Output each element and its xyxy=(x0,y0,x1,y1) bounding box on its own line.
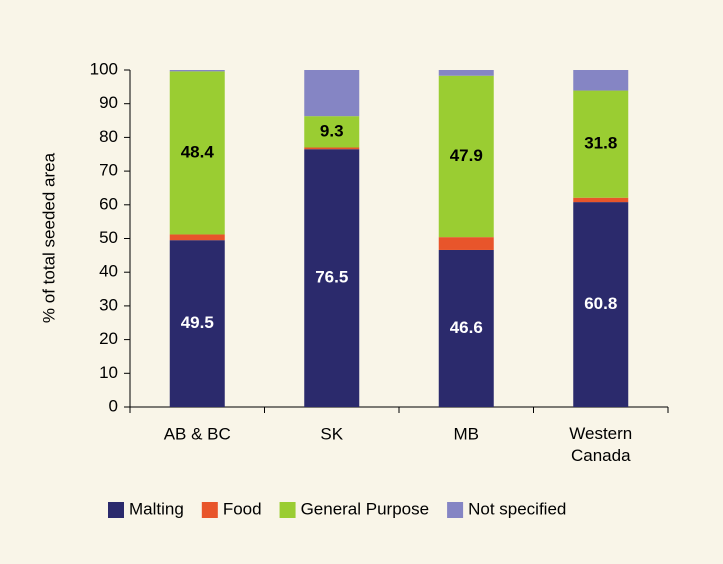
bar-segment xyxy=(304,147,360,150)
legend-swatch xyxy=(279,502,296,518)
y-tick-label: 100 xyxy=(90,59,118,78)
bar-segment xyxy=(438,249,494,407)
y-tick-label: 40 xyxy=(99,262,118,281)
x-tick-label: AB & BC xyxy=(164,424,231,443)
x-tick-label: Western Canada xyxy=(569,424,632,465)
bar-segment xyxy=(169,70,225,72)
data-label: 76.5 xyxy=(315,268,348,287)
data-label: 31.8 xyxy=(584,134,617,153)
legend-label: Food xyxy=(223,499,262,518)
bar-segment xyxy=(573,90,629,198)
y-tick-label: 70 xyxy=(99,161,118,180)
bar-segment xyxy=(169,71,225,235)
y-tick-label: 50 xyxy=(99,228,118,247)
y-tick-label: 60 xyxy=(99,194,118,213)
bar-segment xyxy=(438,75,494,238)
bar-segment xyxy=(304,149,360,407)
bar-segment xyxy=(573,202,629,407)
data-label: 60.8 xyxy=(584,294,617,313)
bar-segment xyxy=(438,70,494,76)
y-axis-label: % of total seeded area xyxy=(39,152,58,323)
data-label: 48.4 xyxy=(181,142,215,161)
y-tick-label: 0 xyxy=(109,396,118,415)
legend-swatch xyxy=(201,502,218,518)
y-tick-label: 10 xyxy=(99,363,118,382)
data-label: 47.9 xyxy=(450,146,483,165)
bar-segment xyxy=(573,197,629,203)
y-tick-label: 90 xyxy=(99,93,118,112)
bar-segment xyxy=(438,237,494,250)
legend-label: Malting xyxy=(129,499,184,518)
bar-segment xyxy=(304,116,360,148)
legend-label: Not specified xyxy=(468,499,566,518)
data-label: 49.5 xyxy=(181,313,214,332)
data-label: 9.3 xyxy=(320,121,344,140)
bar-segment xyxy=(169,240,225,407)
data-label: 46.6 xyxy=(450,318,483,337)
x-tick-label: SK xyxy=(320,424,343,443)
bar-segment xyxy=(304,70,360,117)
legend-label: General Purpose xyxy=(301,499,430,518)
y-tick-label: 80 xyxy=(99,127,118,146)
legend-swatch xyxy=(447,502,464,518)
y-tick-label: 30 xyxy=(99,295,118,314)
bar-segment xyxy=(169,234,225,241)
y-tick-label: 20 xyxy=(99,329,118,348)
x-tick-label: MB xyxy=(454,424,480,443)
bar-segment xyxy=(573,70,629,91)
legend-swatch xyxy=(108,502,124,518)
